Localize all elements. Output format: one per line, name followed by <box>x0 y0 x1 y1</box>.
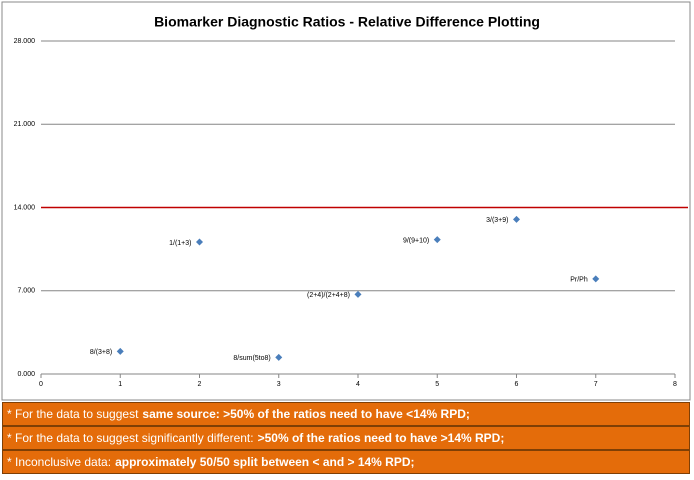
point-label: 8/(3+8) <box>90 349 112 356</box>
point-label: 3/(3+9) <box>486 217 508 224</box>
point <box>275 353 283 361</box>
x-tick-label: 3 <box>277 381 281 388</box>
chart-frame <box>1 1 691 401</box>
y-tick-label: 21.000 <box>14 121 36 128</box>
note-text: * For the data to suggest <box>7 407 139 421</box>
note: * For the data to suggest significantly … <box>2 426 690 450</box>
point <box>196 238 203 246</box>
point-label: 1/(1+3) <box>169 240 191 247</box>
point <box>116 347 124 355</box>
notes: * For the data to suggest same source: >5… <box>2 402 690 474</box>
y-tick-label: 28.000 <box>14 38 36 45</box>
note-text: * For the data to suggest significantly … <box>7 431 254 445</box>
note: * For the data to suggest same source: >5… <box>2 402 690 426</box>
x-tick-label: 5 <box>435 381 439 388</box>
point <box>354 290 362 298</box>
x-tick-label: 6 <box>515 381 519 388</box>
x-tick-label: 4 <box>356 381 360 388</box>
point <box>592 275 600 283</box>
y-tick-label: 14.000 <box>14 204 36 211</box>
y-tick-label: 0.000 <box>17 371 35 378</box>
note: * Inconclusive data: approximately 50/50 … <box>2 450 690 474</box>
x-tick-label: 7 <box>594 381 598 388</box>
point <box>513 215 520 223</box>
point-label: Pr/Ph <box>570 277 588 284</box>
note-emphasis: approximately 50/50 split between < and … <box>115 455 415 469</box>
point-label: 9/(9+10) <box>403 237 429 244</box>
chart: Biomarker Diagnostic Ratios - Relative D… <box>1 1 691 401</box>
x-tick-label: 0 <box>39 381 43 388</box>
note-text: * Inconclusive data: <box>7 455 112 469</box>
x-tick-label: 1 <box>118 381 122 388</box>
note-emphasis: >50% of the ratios need to have >14% RPD… <box>257 431 505 445</box>
y-tick-label: 7.000 <box>17 288 35 295</box>
point-label: (2+4)/(2+4+8) <box>307 292 350 299</box>
point-label: 8/sum(5to8) <box>233 355 270 362</box>
x-tick-label: 2 <box>198 381 202 388</box>
chart-title: Biomarker Diagnostic Ratios - Relative D… <box>154 14 540 30</box>
x-tick-label: 8 <box>673 381 677 388</box>
point <box>433 236 441 244</box>
note-emphasis: same source: >50% of the ratios need to … <box>142 407 470 421</box>
